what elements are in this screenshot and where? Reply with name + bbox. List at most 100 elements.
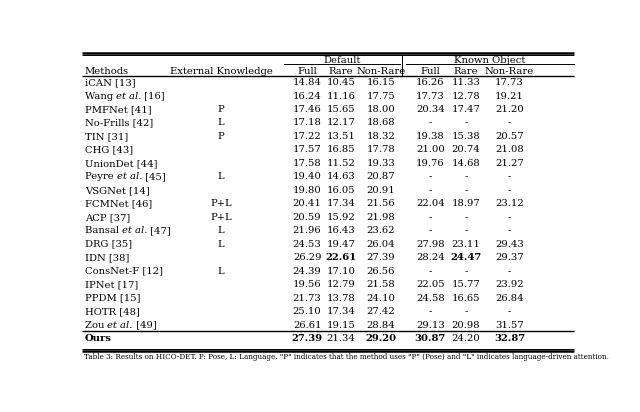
Text: 18.32: 18.32 xyxy=(366,132,395,141)
Text: L: L xyxy=(218,172,225,181)
Text: 13.78: 13.78 xyxy=(327,294,356,303)
Text: 24.47: 24.47 xyxy=(451,253,481,262)
Text: 26.29: 26.29 xyxy=(293,253,321,262)
Text: 24.39: 24.39 xyxy=(292,267,321,276)
Text: 28.24: 28.24 xyxy=(416,253,445,262)
Text: 16.43: 16.43 xyxy=(327,226,356,235)
Text: 22.05: 22.05 xyxy=(416,280,445,289)
Text: 19.15: 19.15 xyxy=(327,321,356,330)
Text: Rare: Rare xyxy=(329,66,353,75)
Text: 20.87: 20.87 xyxy=(366,172,395,181)
Text: 21.34: 21.34 xyxy=(327,334,356,343)
Text: 15.92: 15.92 xyxy=(327,213,356,222)
Text: 12.79: 12.79 xyxy=(327,280,356,289)
Text: CHG [43]: CHG [43] xyxy=(84,145,132,154)
Text: Full: Full xyxy=(420,66,440,75)
Text: 26.04: 26.04 xyxy=(366,240,395,249)
Text: 21.20: 21.20 xyxy=(495,105,524,114)
Text: -: - xyxy=(429,213,432,222)
Text: 18.97: 18.97 xyxy=(452,199,481,208)
Text: et al.: et al. xyxy=(116,172,142,181)
Text: L: L xyxy=(218,119,225,127)
Text: 11.16: 11.16 xyxy=(327,91,356,101)
Text: P: P xyxy=(218,132,225,141)
Text: 21.08: 21.08 xyxy=(495,145,524,154)
Text: IPNet [17]: IPNet [17] xyxy=(84,280,138,289)
Text: 22.61: 22.61 xyxy=(326,253,357,262)
Text: Non-Rare: Non-Rare xyxy=(484,66,534,75)
Text: 17.18: 17.18 xyxy=(292,119,321,127)
Text: PMFNet [41]: PMFNet [41] xyxy=(84,105,151,114)
Text: -: - xyxy=(464,119,468,127)
Text: Known Object: Known Object xyxy=(454,56,525,66)
Text: 26.61: 26.61 xyxy=(293,321,321,330)
Text: 13.51: 13.51 xyxy=(327,132,356,141)
Text: 18.68: 18.68 xyxy=(366,119,395,127)
Text: 17.73: 17.73 xyxy=(495,78,524,87)
Text: 31.57: 31.57 xyxy=(495,321,524,330)
Text: FCMNet [46]: FCMNet [46] xyxy=(84,199,152,208)
Text: -: - xyxy=(464,213,468,222)
Text: 27.42: 27.42 xyxy=(366,307,395,316)
Text: 18.00: 18.00 xyxy=(366,105,395,114)
Text: -: - xyxy=(464,226,468,235)
Text: Non-Rare: Non-Rare xyxy=(356,66,405,75)
Text: L: L xyxy=(218,267,225,276)
Text: 24.20: 24.20 xyxy=(452,334,481,343)
Text: L: L xyxy=(218,226,225,235)
Text: Ours: Ours xyxy=(84,334,111,343)
Text: 17.22: 17.22 xyxy=(292,132,321,141)
Text: 26.84: 26.84 xyxy=(495,294,524,303)
Text: 14.63: 14.63 xyxy=(327,172,356,181)
Text: 20.41: 20.41 xyxy=(292,199,321,208)
Text: 27.39: 27.39 xyxy=(291,334,323,343)
Text: -: - xyxy=(429,226,432,235)
Text: 12.78: 12.78 xyxy=(452,91,481,101)
Text: 23.12: 23.12 xyxy=(495,199,524,208)
Text: [49]: [49] xyxy=(132,321,156,330)
Text: 23.62: 23.62 xyxy=(367,226,395,235)
Text: 29.43: 29.43 xyxy=(495,240,524,249)
Text: 29.13: 29.13 xyxy=(416,321,445,330)
Text: 19.56: 19.56 xyxy=(292,280,321,289)
Text: [45]: [45] xyxy=(142,172,166,181)
Text: 14.68: 14.68 xyxy=(452,159,481,168)
Text: 21.58: 21.58 xyxy=(366,280,395,289)
Text: [16]: [16] xyxy=(141,91,165,101)
Text: 16.05: 16.05 xyxy=(327,186,355,195)
Text: 16.85: 16.85 xyxy=(327,145,355,154)
Text: P+L: P+L xyxy=(210,213,232,222)
Text: IDN [38]: IDN [38] xyxy=(84,253,129,262)
Text: 20.91: 20.91 xyxy=(366,186,395,195)
Text: Rare: Rare xyxy=(454,66,478,75)
Text: 22.04: 22.04 xyxy=(416,199,445,208)
Text: 24.58: 24.58 xyxy=(416,294,445,303)
Text: -: - xyxy=(464,307,468,316)
Text: 17.34: 17.34 xyxy=(327,199,356,208)
Text: 14.84: 14.84 xyxy=(292,78,321,87)
Text: 12.17: 12.17 xyxy=(327,119,356,127)
Text: -: - xyxy=(508,213,511,222)
Text: DRG [35]: DRG [35] xyxy=(84,240,132,249)
Text: 28.84: 28.84 xyxy=(366,321,395,330)
Text: -: - xyxy=(508,267,511,276)
Text: Table 3: Results on HICO-DET. P: Pose, L: Language. "P" indicates that the metho: Table 3: Results on HICO-DET. P: Pose, L… xyxy=(84,353,609,361)
Text: 30.87: 30.87 xyxy=(415,334,446,343)
Text: et al.: et al. xyxy=(122,226,147,235)
Text: -: - xyxy=(429,119,432,127)
Text: 17.10: 17.10 xyxy=(327,267,356,276)
Text: -: - xyxy=(464,186,468,195)
Text: -: - xyxy=(508,307,511,316)
Text: 16.26: 16.26 xyxy=(416,78,445,87)
Text: 19.38: 19.38 xyxy=(416,132,445,141)
Text: Wang: Wang xyxy=(84,91,116,101)
Text: PPDM [15]: PPDM [15] xyxy=(84,294,140,303)
Text: 24.10: 24.10 xyxy=(366,294,395,303)
Text: -: - xyxy=(508,186,511,195)
Text: Full: Full xyxy=(297,66,317,75)
Text: 19.40: 19.40 xyxy=(292,172,321,181)
Text: 17.75: 17.75 xyxy=(366,91,395,101)
Text: 19.76: 19.76 xyxy=(416,159,445,168)
Text: 21.56: 21.56 xyxy=(366,199,395,208)
Text: 20.34: 20.34 xyxy=(416,105,445,114)
